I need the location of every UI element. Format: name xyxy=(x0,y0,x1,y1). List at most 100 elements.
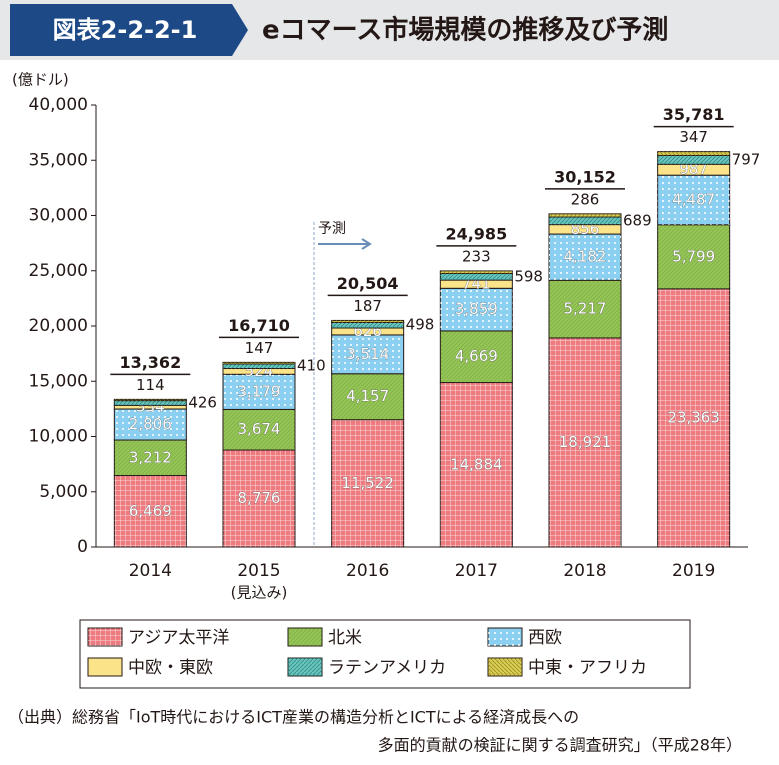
bar-texture xyxy=(657,175,730,225)
bar-texture xyxy=(331,373,404,420)
segment-label: 4,487 xyxy=(672,190,715,208)
legend-label: 西欧 xyxy=(528,628,562,648)
legend-label: 北米 xyxy=(328,628,362,648)
bar-texture xyxy=(657,151,730,156)
y-tick-label: 15,000 xyxy=(29,371,88,391)
bar-texture xyxy=(223,409,295,451)
bar-texture xyxy=(223,363,295,369)
segment-label: 5,799 xyxy=(672,247,715,265)
x-tick-label: 2015 xyxy=(237,561,280,581)
segment-label: 14,884 xyxy=(450,455,503,473)
segment-label: 4,157 xyxy=(346,387,389,405)
y-tick-label: 30,000 xyxy=(29,206,88,226)
bar-texture xyxy=(549,280,621,338)
legend-texture xyxy=(488,658,522,676)
legend-texture xyxy=(88,628,122,646)
segment-label: 3,674 xyxy=(238,420,281,438)
segment-label: 3,179 xyxy=(238,382,281,400)
header-title: eコマース市場規模の推移及び予測 xyxy=(262,15,668,46)
segment-label: 4,669 xyxy=(455,347,498,365)
bar-texture xyxy=(440,330,513,383)
bar-texture xyxy=(223,374,295,410)
segment-label: 2,806 xyxy=(129,415,172,433)
bar-texture xyxy=(657,155,730,165)
bar-texture xyxy=(657,224,730,289)
legend-texture xyxy=(488,628,522,646)
y-tick-label: 10,000 xyxy=(29,427,88,447)
bar-texture xyxy=(657,288,730,547)
segment-label: 498 xyxy=(406,316,435,334)
bar-texture xyxy=(549,216,621,225)
total-label: 24,985 xyxy=(445,224,507,243)
bar-texture xyxy=(114,440,187,476)
bar-texture xyxy=(440,273,513,281)
x-tick-label: 2018 xyxy=(563,561,606,581)
x-tick-label: 2016 xyxy=(346,561,389,581)
legend-texture xyxy=(288,658,322,676)
segment-label: 3,859 xyxy=(455,300,498,318)
segment-label: 233 xyxy=(462,247,491,265)
y-tick-label: 35,000 xyxy=(29,150,88,170)
bar-texture xyxy=(440,288,513,331)
segment-label: 187 xyxy=(353,297,382,315)
total-label: 30,152 xyxy=(554,167,616,186)
legend-label: アジア太平洋 xyxy=(128,628,229,648)
segment-label: 114 xyxy=(136,376,165,394)
forecast-arrow xyxy=(318,238,372,250)
legend-box xyxy=(79,619,691,689)
segment-label: 5,217 xyxy=(564,300,607,318)
header-badge-bg xyxy=(10,4,248,56)
y-tick-label: 5,000 xyxy=(39,482,88,502)
bar-texture xyxy=(440,270,513,274)
x-tick-label: 2014 xyxy=(129,561,172,581)
y-tick-label: 0 xyxy=(77,537,88,557)
bar-texture xyxy=(331,320,404,323)
bar-texture xyxy=(331,322,404,329)
segment-label: 23,363 xyxy=(667,408,720,426)
bar-texture xyxy=(114,409,187,441)
segment-label: 4,182 xyxy=(564,248,607,266)
segment-label: 797 xyxy=(732,150,761,168)
segment-label: 410 xyxy=(297,357,326,375)
bar-texture xyxy=(549,337,621,547)
legend-swatch xyxy=(87,657,123,677)
bar-texture xyxy=(114,400,187,406)
segment-label: 598 xyxy=(514,267,543,285)
segment-label: 3,514 xyxy=(346,345,389,363)
y-axis-label: (億ドル) xyxy=(12,71,69,89)
bar-texture xyxy=(331,419,404,547)
segment-label: 426 xyxy=(188,393,217,411)
segment-label: 18,921 xyxy=(559,433,612,451)
segment-label: 347 xyxy=(679,128,708,146)
bar-texture xyxy=(114,399,187,401)
bar-texture xyxy=(223,450,295,547)
bar-texture xyxy=(440,382,513,547)
total-label: 35,781 xyxy=(663,105,725,124)
total-label: 13,362 xyxy=(119,353,181,372)
x-tick-sublabel: (見込み) xyxy=(231,584,288,602)
bar-texture xyxy=(114,475,187,547)
bar-texture xyxy=(549,213,621,217)
y-tick-label: 25,000 xyxy=(29,261,88,281)
x-tick-label: 2019 xyxy=(672,561,715,581)
y-tick-label: 20,000 xyxy=(29,316,88,336)
total-label: 16,710 xyxy=(228,316,290,335)
bar-texture xyxy=(549,234,621,281)
segment-label: 689 xyxy=(623,211,652,229)
segment-label: 6,469 xyxy=(129,502,172,520)
legend-label: ラテンアメリカ xyxy=(328,658,446,678)
total-label: 20,504 xyxy=(337,274,399,293)
segment-label: 3,212 xyxy=(129,448,172,466)
bar-texture xyxy=(331,334,404,374)
legend-label: 中東・アフリカ xyxy=(528,658,647,678)
segment-label: 147 xyxy=(245,339,274,357)
segment-label: 286 xyxy=(571,190,600,208)
header-badge: 図表2-2-2-1 xyxy=(53,16,198,44)
segment-label: 8,776 xyxy=(238,489,281,507)
segment-label: 11,522 xyxy=(341,474,394,492)
legend-texture xyxy=(288,628,322,646)
bar-texture xyxy=(223,362,295,364)
x-tick-label: 2017 xyxy=(455,561,498,581)
y-tick-label: 40,000 xyxy=(29,95,88,115)
